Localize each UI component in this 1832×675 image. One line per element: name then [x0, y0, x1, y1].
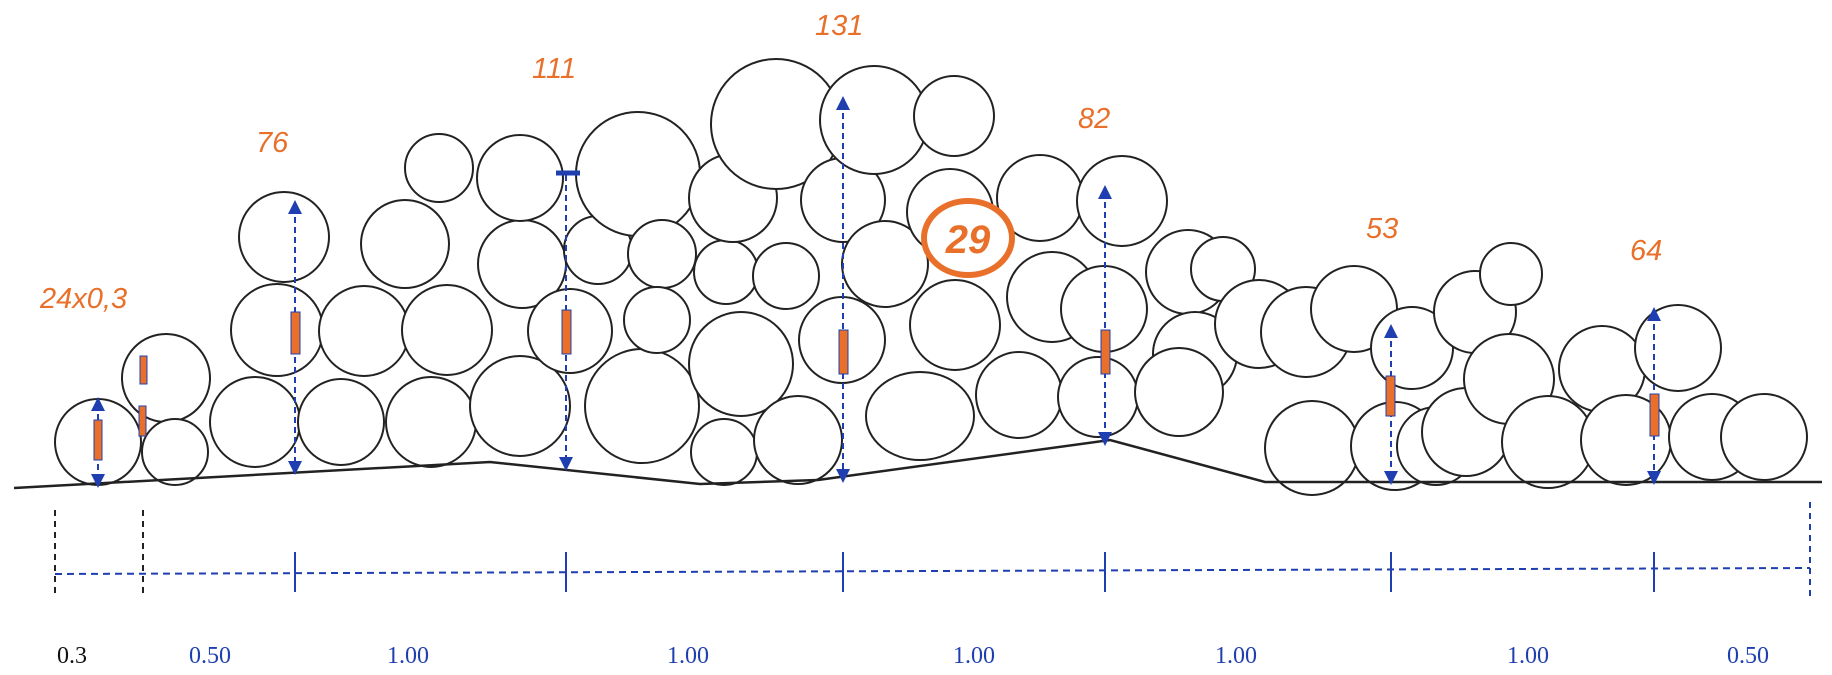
log-circle	[688, 311, 794, 417]
pile-height-label: 64	[1630, 235, 1662, 267]
dimension-ticks	[54, 502, 1811, 598]
log-circle	[1479, 242, 1543, 306]
log-circle	[360, 199, 450, 289]
log-diameter-label: 24x0,3	[39, 283, 127, 315]
orange-marker	[139, 355, 148, 385]
pile-height-label: 76	[256, 127, 289, 159]
ground-profile-line	[13, 438, 1822, 490]
log-circle	[575, 111, 701, 237]
log-circle	[230, 283, 324, 377]
log-circle	[623, 286, 691, 354]
orange-marker	[1385, 375, 1396, 417]
log-circle	[819, 65, 929, 175]
log-circle	[1057, 356, 1139, 438]
log-circle	[584, 348, 700, 464]
pile-height-label: 131	[815, 10, 863, 42]
spacing-label: 1.00	[1507, 643, 1549, 669]
pile-height-label: 82	[1078, 103, 1110, 135]
log-circle	[141, 418, 209, 486]
spacing-label: 1.00	[953, 643, 995, 669]
log-circle	[297, 378, 385, 466]
highlighted-log-label: 29	[945, 218, 991, 262]
highlight-ring	[921, 198, 1015, 278]
log-circle	[1720, 393, 1808, 481]
orange-marker	[1649, 393, 1660, 437]
log-circle	[690, 418, 758, 486]
pile-height-label: 53	[1366, 213, 1398, 245]
log-circle	[913, 75, 995, 157]
spacing-label: 0.3	[57, 643, 87, 669]
orange-marker	[838, 329, 849, 375]
orange-markers	[93, 309, 1660, 461]
spacing-label: 0.50	[189, 643, 231, 669]
log-circle	[318, 285, 410, 377]
log-circle	[627, 219, 697, 289]
log-circle	[1134, 347, 1224, 437]
log-circle	[909, 279, 1001, 371]
pile-height-labels: 76 111 131 82 53 64	[256, 10, 1662, 267]
spacing-label: 1.00	[387, 643, 429, 669]
orange-marker	[290, 311, 301, 355]
dimension-line	[54, 567, 1811, 575]
log-circle	[469, 355, 571, 457]
log-circle	[1634, 304, 1722, 392]
log-circle	[404, 133, 474, 203]
log-circle	[209, 376, 301, 468]
log-ellipse	[865, 371, 975, 461]
log-circle	[693, 239, 759, 305]
orange-marker	[138, 405, 147, 437]
log-circle	[121, 333, 211, 423]
orange-marker	[93, 419, 103, 461]
spacing-label: 0.50	[1727, 643, 1769, 669]
log-circle	[753, 395, 843, 485]
log-circle	[752, 242, 820, 310]
log-circle	[975, 351, 1063, 439]
log-circle	[1076, 155, 1168, 247]
pile-height-label: 111	[532, 53, 576, 85]
log-circles	[54, 58, 1808, 496]
log-circle	[401, 284, 493, 376]
orange-marker	[561, 309, 572, 355]
spacing-label: 1.00	[1215, 643, 1257, 669]
log-circle	[476, 134, 564, 222]
orange-marker	[1100, 329, 1111, 375]
spacing-labels: 0.3 0.50 1.00 1.00 1.00 1.00 1.00 0.50	[57, 643, 1769, 669]
log-circle	[385, 376, 477, 468]
spacing-label: 1.00	[667, 643, 709, 669]
log-circle	[238, 191, 330, 283]
